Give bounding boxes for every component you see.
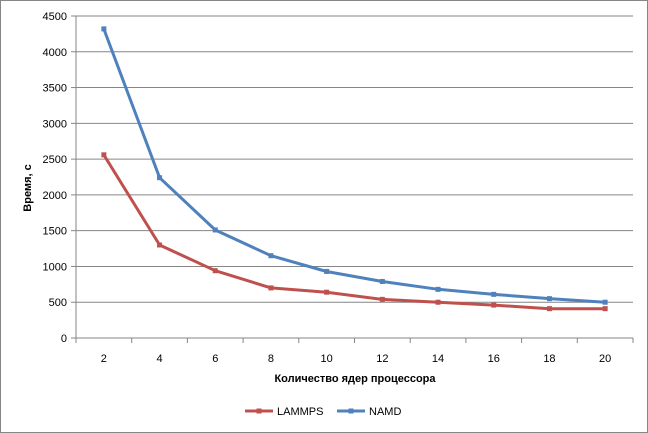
- data-point: [379, 296, 385, 302]
- y-tick-label: 500: [49, 297, 67, 309]
- data-point: [212, 227, 218, 233]
- series-lammps: [101, 152, 608, 312]
- data-point: [602, 306, 608, 312]
- y-tick-label: 1500: [43, 226, 67, 238]
- y-tick-label: 3500: [43, 83, 67, 95]
- x-tick-label: 6: [212, 353, 218, 365]
- legend-swatch-marker: [348, 408, 354, 414]
- y-tick-label: 2000: [43, 190, 67, 202]
- data-point: [491, 302, 497, 308]
- series-line: [102, 154, 606, 311]
- data-point: [157, 242, 163, 248]
- data-point: [101, 152, 107, 158]
- y-axis-title: Время, с: [22, 164, 34, 211]
- data-point: [435, 299, 441, 305]
- x-tick-label: 16: [488, 353, 500, 365]
- y-tick-label: 1000: [43, 261, 67, 273]
- data-point: [268, 285, 274, 291]
- data-point: [379, 278, 385, 284]
- data-point: [101, 26, 107, 32]
- legend-item-namd: NAMD: [337, 406, 401, 418]
- legend-label: NAMD: [369, 406, 401, 418]
- x-tick-label: 12: [376, 353, 388, 365]
- data-point: [546, 296, 552, 302]
- series-layer: [101, 26, 608, 312]
- legend: LAMMPS NAMD: [245, 406, 401, 418]
- x-axis-ticks: 2 4 6 8 10 12 14 16 18 20: [75, 338, 634, 365]
- legend-item-lammps: LAMMPS: [245, 406, 323, 418]
- y-tick-label: 4000: [43, 47, 67, 59]
- x-tick-label: 14: [432, 353, 444, 365]
- gridlines: [71, 15, 633, 339]
- y-tick-label: 3000: [43, 118, 67, 130]
- y-tick-label: 2500: [43, 154, 67, 166]
- data-point: [602, 299, 608, 305]
- x-tick-label: 20: [599, 353, 611, 365]
- data-point: [157, 175, 163, 181]
- y-tick-label: 4500: [43, 11, 67, 23]
- data-point: [546, 306, 552, 312]
- data-point: [324, 289, 330, 295]
- series-namd: [101, 26, 608, 305]
- x-axis-title: Количество ядер процессора: [274, 373, 436, 385]
- y-tick-label: 0: [61, 333, 67, 345]
- legend-label: LAMMPS: [277, 406, 323, 418]
- x-tick-label: 18: [543, 353, 555, 365]
- data-point: [435, 286, 441, 292]
- data-point: [324, 268, 330, 274]
- x-tick-label: 10: [321, 353, 333, 365]
- x-tick-label: 8: [268, 353, 274, 365]
- x-tick-label: 2: [101, 353, 107, 365]
- data-point: [212, 268, 218, 274]
- x-tick-label: 4: [156, 353, 162, 365]
- legend-swatch-marker: [256, 408, 262, 414]
- y-axis-ticks: 0 500 1000 1500 2000 2500 3000 3500 4000 4500: [43, 11, 67, 345]
- series-line: [102, 28, 606, 304]
- data-point: [491, 291, 497, 297]
- data-point: [268, 253, 274, 259]
